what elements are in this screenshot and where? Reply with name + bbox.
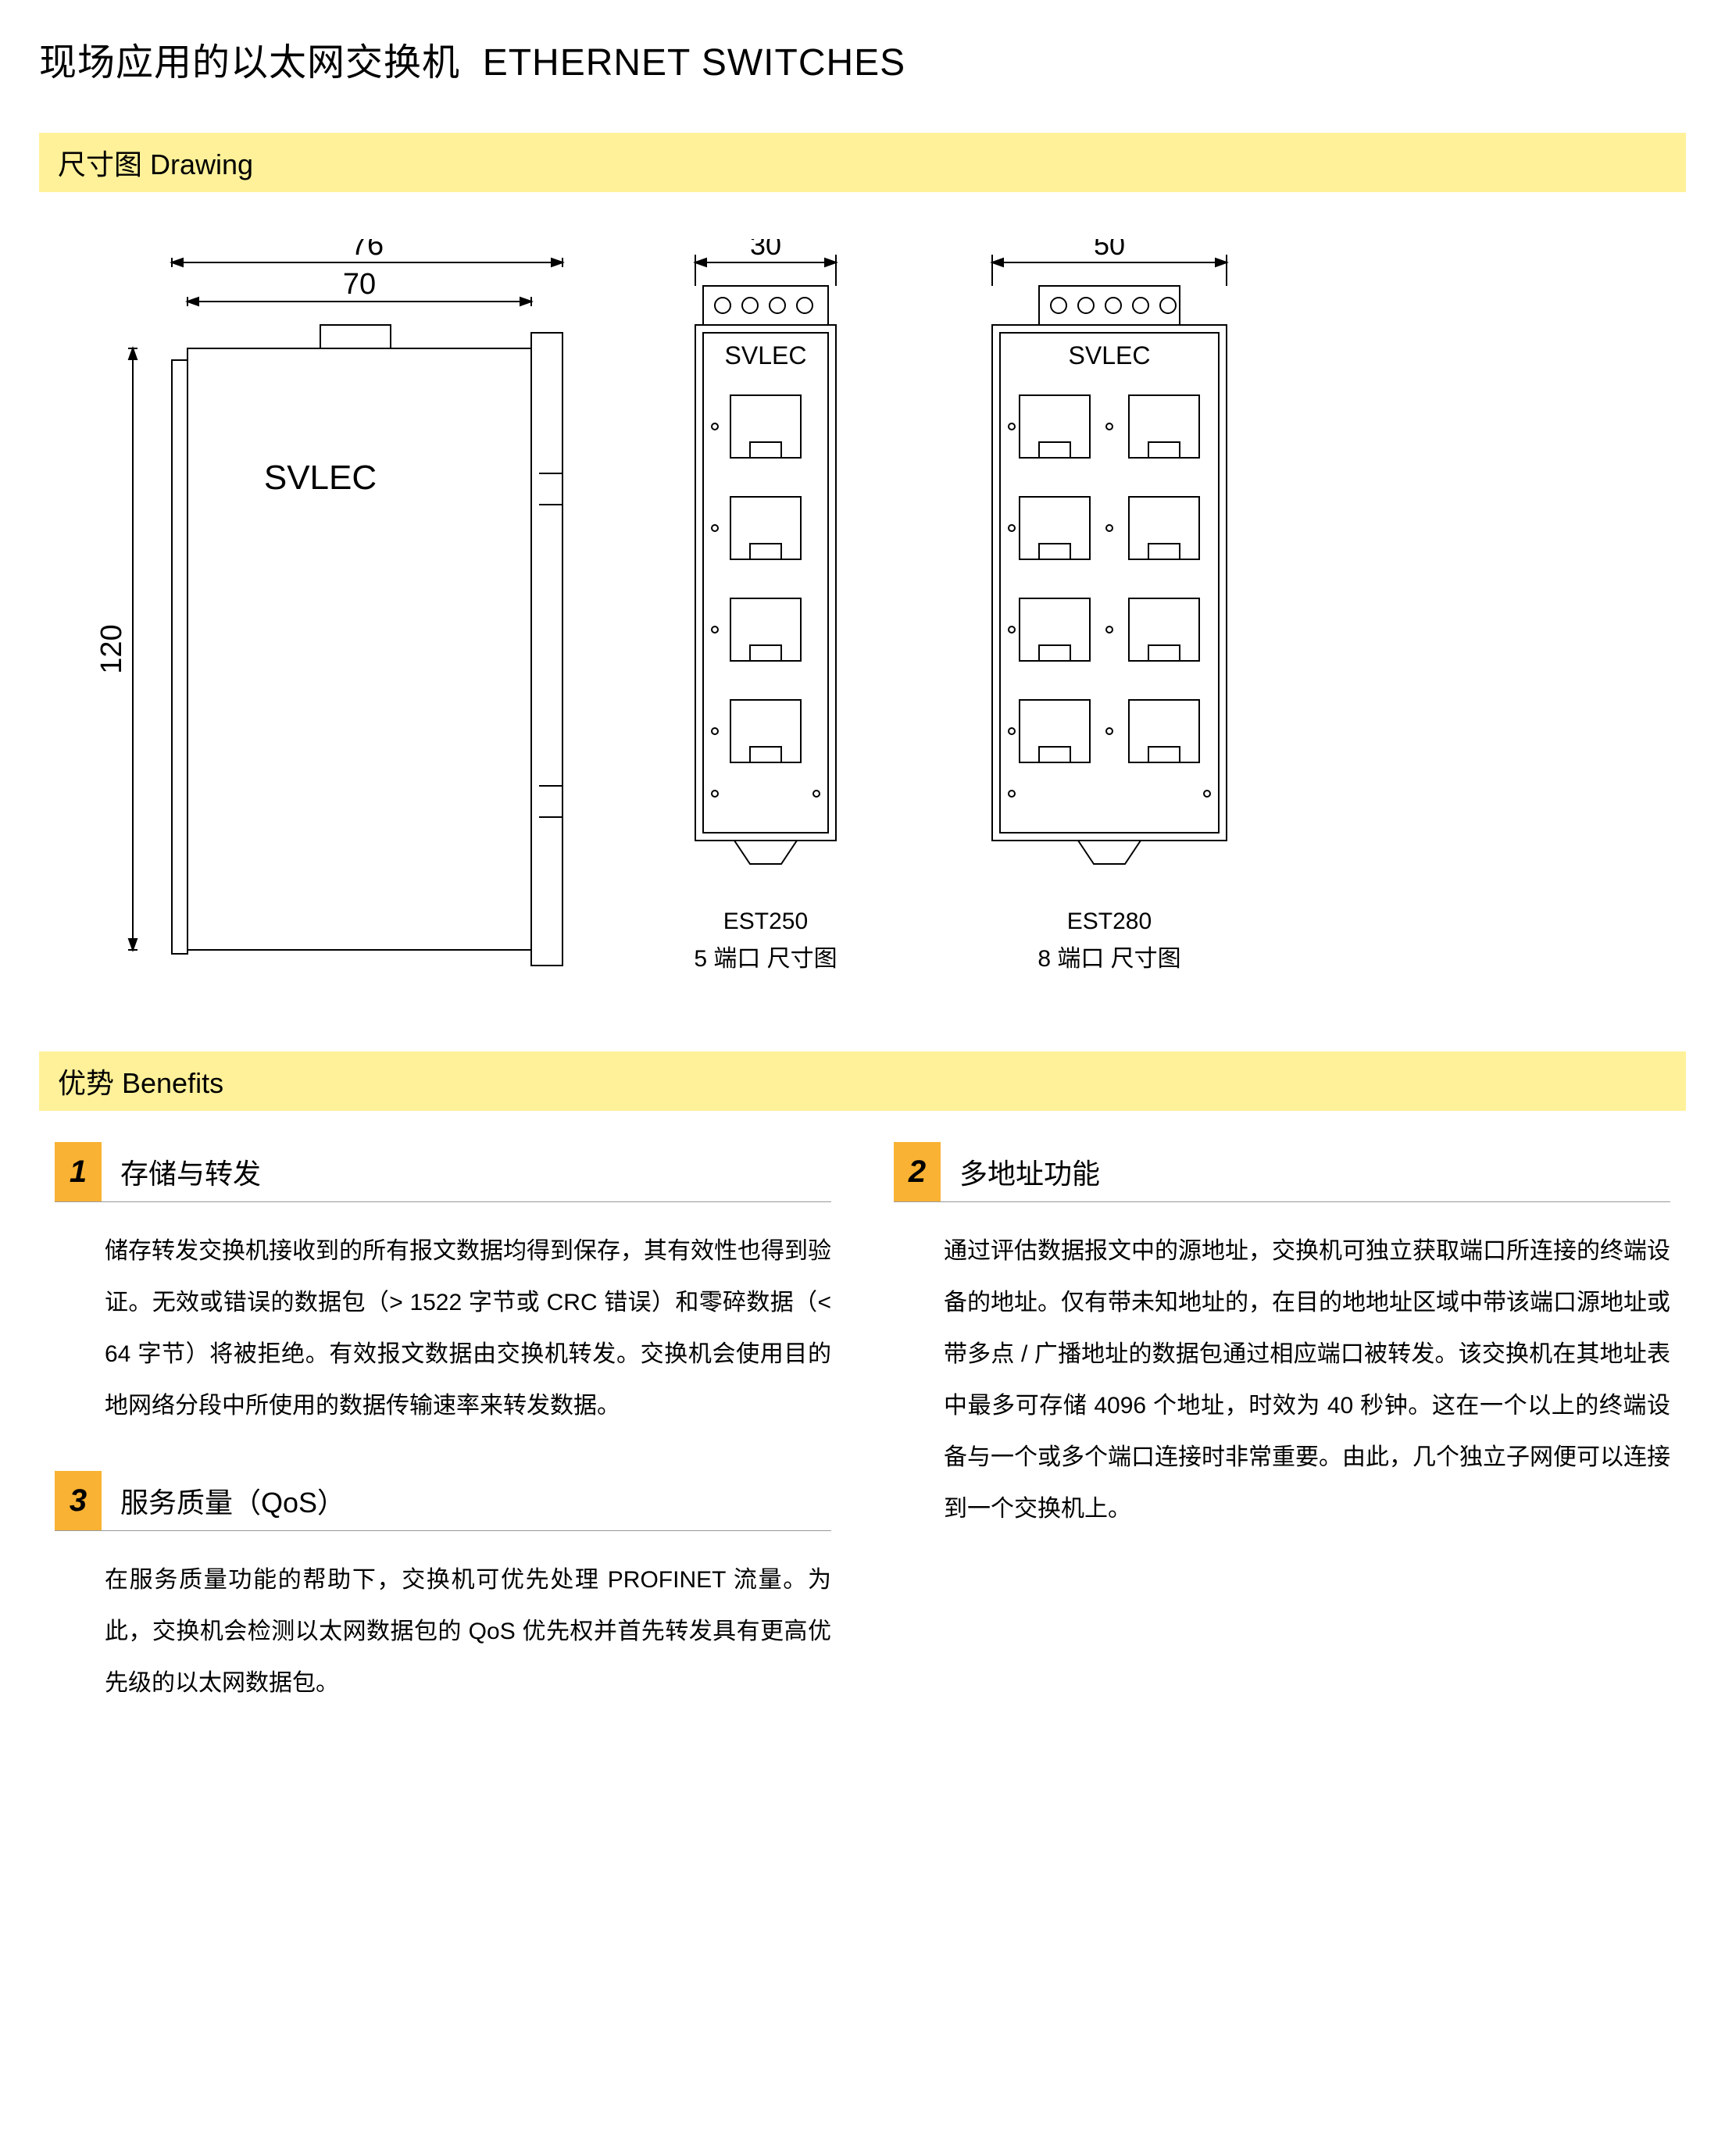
dim-70: 70 [343,268,376,301]
benefit-3-num: 3 [55,1471,102,1530]
drawing-8port-svg: 50 SVLEC [945,239,1273,880]
drawing-5port-svg: 30 SVLEC [648,239,883,880]
benefit-2-header: 2 多地址功能 [894,1142,1670,1202]
drawings-container: 76 70 120 SVLEC [39,223,1686,1051]
brand-8port: SVLEC [1069,341,1151,369]
caption-5port: EST250 5 端口 尺寸图 [694,903,837,978]
benefit-1-body: 储存转发交换机接收到的所有报文数据均得到保存，其有效性也得到验证。无效或错误的数… [55,1226,831,1432]
dim-30: 30 [750,239,781,261]
benefit-1-header: 1 存储与转发 [55,1142,831,1202]
dim-120: 120 [95,624,128,673]
benefit-2-body: 通过评估数据报文中的源地址，交换机可独立获取端口所连接的终端设备的地址。仅有带未… [894,1226,1670,1535]
dim-50: 50 [1094,239,1125,261]
benefit-3-header: 3 服务质量（QoS） [55,1471,831,1531]
benefit-2-num: 2 [894,1142,941,1201]
page-title-en: ETHERNET SWITCHES [483,42,905,84]
drawing-side-svg: 76 70 120 SVLEC [86,239,586,989]
benefit-2-title: 多地址功能 [941,1142,1670,1201]
drawing-5port: 30 SVLEC EST250 5 端口 尺寸图 [648,239,883,978]
benefit-3: 3 服务质量（QoS） 在服务质量功能的帮助下，交换机可优先处理 PROFINE… [55,1471,831,1709]
benefit-3-title: 服务质量（QoS） [102,1471,831,1530]
benefits-col-left: 1 存储与转发 储存转发交换机接收到的所有报文数据均得到保存，其有效性也得到验证… [55,1142,831,1748]
caption-8port-text: 8 端口 尺寸图 [1038,941,1180,978]
benefit-2: 2 多地址功能 通过评估数据报文中的源地址，交换机可独立获取端口所连接的终端设备… [894,1142,1670,1535]
benefit-1-title: 存储与转发 [102,1142,831,1201]
page-title-cn: 现场应用的以太网交换机 [39,42,460,84]
dim-76: 76 [351,239,384,262]
benefits-grid: 1 存储与转发 储存转发交换机接收到的所有报文数据均得到保存，其有效性也得到验证… [39,1142,1686,1748]
benefit-1: 1 存储与转发 储存转发交换机接收到的所有报文数据均得到保存，其有效性也得到验证… [55,1142,831,1432]
benefit-3-body: 在服务质量功能的帮助下，交换机可优先处理 PROFINET 流量。为此，交换机会… [55,1555,831,1709]
caption-8port: EST280 8 端口 尺寸图 [1038,903,1180,978]
caption-5port-text: 5 端口 尺寸图 [694,941,837,978]
brand-side: SVLEC [264,459,377,497]
section-header-drawing: 尺寸图 Drawing [39,133,1686,192]
benefits-col-right: 2 多地址功能 通过评估数据报文中的源地址，交换机可独立获取端口所连接的终端设备… [894,1142,1670,1748]
model-8port: EST280 [1038,903,1180,941]
drawing-side: 76 70 120 SVLEC [86,239,586,989]
benefit-1-num: 1 [55,1142,102,1201]
drawing-8port: 50 SVLEC EST280 8 端口 尺寸图 [945,239,1273,978]
model-5port: EST250 [694,903,837,941]
section-header-benefits: 优势 Benefits [39,1051,1686,1111]
page-title: 现场应用的以太网交换机 ETHERNET SWITCHES [39,31,1686,86]
brand-5port: SVLEC [725,341,807,369]
